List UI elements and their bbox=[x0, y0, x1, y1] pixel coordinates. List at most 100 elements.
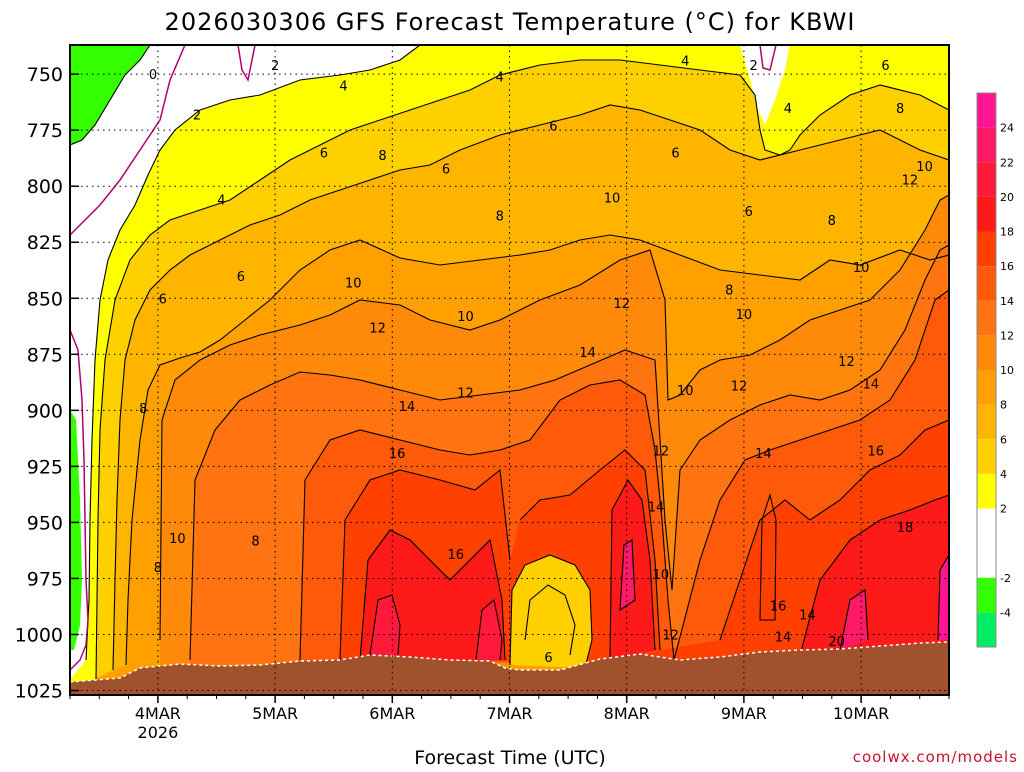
y-tick-label: 975 bbox=[27, 568, 63, 590]
contour-label: 10 bbox=[604, 191, 621, 206]
contour-label: 16 bbox=[389, 447, 406, 462]
contour-label: 8 bbox=[828, 214, 836, 229]
contour-label: 10 bbox=[169, 532, 186, 547]
y-tick-label: 1000 bbox=[15, 624, 63, 646]
y-tick-label: 800 bbox=[27, 176, 63, 198]
legend-swatch bbox=[977, 231, 996, 267]
contour-label: 14 bbox=[799, 608, 816, 623]
legend-swatch bbox=[977, 508, 996, 578]
legend-frame bbox=[976, 92, 997, 648]
legend-label: 12 bbox=[1000, 329, 1014, 342]
contour-label: 18 bbox=[897, 521, 914, 536]
contour-label: 2 bbox=[193, 108, 201, 123]
legend-swatch bbox=[977, 300, 996, 336]
contour-label: 10 bbox=[853, 261, 870, 276]
y-tick-label: 900 bbox=[27, 400, 63, 422]
legend-swatch bbox=[977, 335, 996, 370]
y-tick-label: 950 bbox=[27, 512, 63, 534]
legend-swatch bbox=[977, 404, 996, 440]
legend-label: 8 bbox=[1000, 399, 1007, 412]
freezing-line-left-lower bbox=[70, 329, 89, 671]
band-18-20-c bbox=[800, 495, 949, 655]
contour-label: 10 bbox=[736, 308, 753, 323]
legend-label: -4 bbox=[1000, 606, 1011, 619]
y-axis-pressure: 750 775 800 825 850 875 900 925 950 975 1000 1025 bbox=[15, 64, 79, 703]
terrain-ground bbox=[70, 642, 949, 695]
band-24-26 bbox=[938, 555, 949, 640]
terrain-ground-edge bbox=[70, 641, 949, 683]
contour-label: 12 bbox=[731, 380, 748, 395]
x-tick-label: 8MAR bbox=[604, 704, 650, 723]
contour-labels: 022 2444446666666688888888101010101010101… bbox=[139, 55, 933, 666]
legend-swatch bbox=[977, 162, 996, 197]
x-tick-label: 5MAR bbox=[252, 704, 298, 723]
legend-label: 2 bbox=[1000, 503, 1007, 516]
contour-label: 6 bbox=[745, 205, 753, 220]
legend-swatch bbox=[977, 127, 996, 163]
legend-swatch bbox=[977, 93, 996, 128]
band-neg4-neg2-lower bbox=[70, 410, 82, 650]
freezing-line-left bbox=[70, 45, 186, 236]
contour-label: 2 bbox=[271, 59, 279, 74]
legend-label: 22 bbox=[1000, 156, 1014, 169]
x-axis-label: Forecast Time (UTC) bbox=[414, 747, 605, 768]
contour-label: 16 bbox=[770, 599, 787, 614]
time-gridlines bbox=[157, 45, 862, 695]
legend-label: 10 bbox=[1000, 364, 1014, 377]
contour-label: 6 bbox=[320, 147, 328, 162]
contour-label: 4 bbox=[496, 70, 504, 85]
contour-label: 12 bbox=[653, 445, 670, 460]
band-neg2-2-right bbox=[740, 45, 790, 125]
contour-label: 16 bbox=[867, 445, 884, 460]
x-tick-label: 10MAR bbox=[833, 704, 889, 723]
contour-label: 6 bbox=[549, 120, 557, 135]
legend-swatch bbox=[977, 612, 996, 647]
freezing-line-right bbox=[759, 45, 777, 71]
contour-label: 4 bbox=[681, 55, 689, 70]
y-tick-label: 1025 bbox=[15, 681, 63, 703]
pressure-gridlines bbox=[70, 73, 949, 692]
contour-label: 8 bbox=[154, 561, 162, 576]
contour-label: 2 bbox=[750, 59, 758, 74]
contour-label: 14 bbox=[775, 631, 792, 646]
contour-label: 12 bbox=[457, 386, 474, 401]
contour-label: 14 bbox=[648, 501, 665, 516]
contour-label: 20 bbox=[828, 635, 845, 650]
legend-label: 14 bbox=[1000, 295, 1014, 308]
contour-label: 6 bbox=[442, 162, 450, 177]
contour-label: 14 bbox=[863, 377, 880, 392]
contour-label: 8 bbox=[725, 283, 733, 298]
contour-label: 10 bbox=[677, 384, 694, 399]
y-tick-label: 775 bbox=[27, 120, 63, 142]
plot-area: 022 2444446666666688888888101010101010101… bbox=[70, 45, 949, 695]
contour-label: 14 bbox=[755, 447, 772, 462]
legend-label: 6 bbox=[1000, 433, 1007, 446]
legend-label: 20 bbox=[1000, 191, 1014, 204]
legend-swatch bbox=[977, 196, 996, 232]
y-tick-label: 925 bbox=[27, 456, 63, 478]
x-tick-label: 6MAR bbox=[369, 704, 415, 723]
credit-link[interactable]: coolwx.com/models bbox=[853, 748, 1018, 766]
freezing-line-top bbox=[237, 45, 256, 83]
y-tick-label: 750 bbox=[27, 64, 63, 86]
legend-label: 16 bbox=[1000, 260, 1014, 273]
contour-label: 12 bbox=[369, 321, 386, 336]
contour-label: 6 bbox=[671, 147, 679, 162]
contour-label: 10 bbox=[457, 310, 474, 325]
legend-swatch bbox=[977, 577, 996, 613]
contour-label: 6 bbox=[237, 270, 245, 285]
contour-label: 14 bbox=[399, 400, 416, 415]
color-legend: 24 22 20 18 16 14 12 10 8 6 4 2 -2 -4 bbox=[976, 92, 1014, 648]
y-tick-label: 850 bbox=[27, 288, 63, 310]
band-6-8-cold-pocket bbox=[510, 555, 592, 668]
x-tick-label: 9MAR bbox=[721, 704, 767, 723]
contour-label: 8 bbox=[496, 209, 504, 224]
contour-label: 4 bbox=[784, 102, 792, 117]
contour-label: 12 bbox=[662, 628, 679, 643]
legend-label: -2 bbox=[1000, 572, 1011, 585]
contour-label: 8 bbox=[251, 534, 259, 549]
x-tick-label: 4MAR bbox=[135, 704, 181, 723]
